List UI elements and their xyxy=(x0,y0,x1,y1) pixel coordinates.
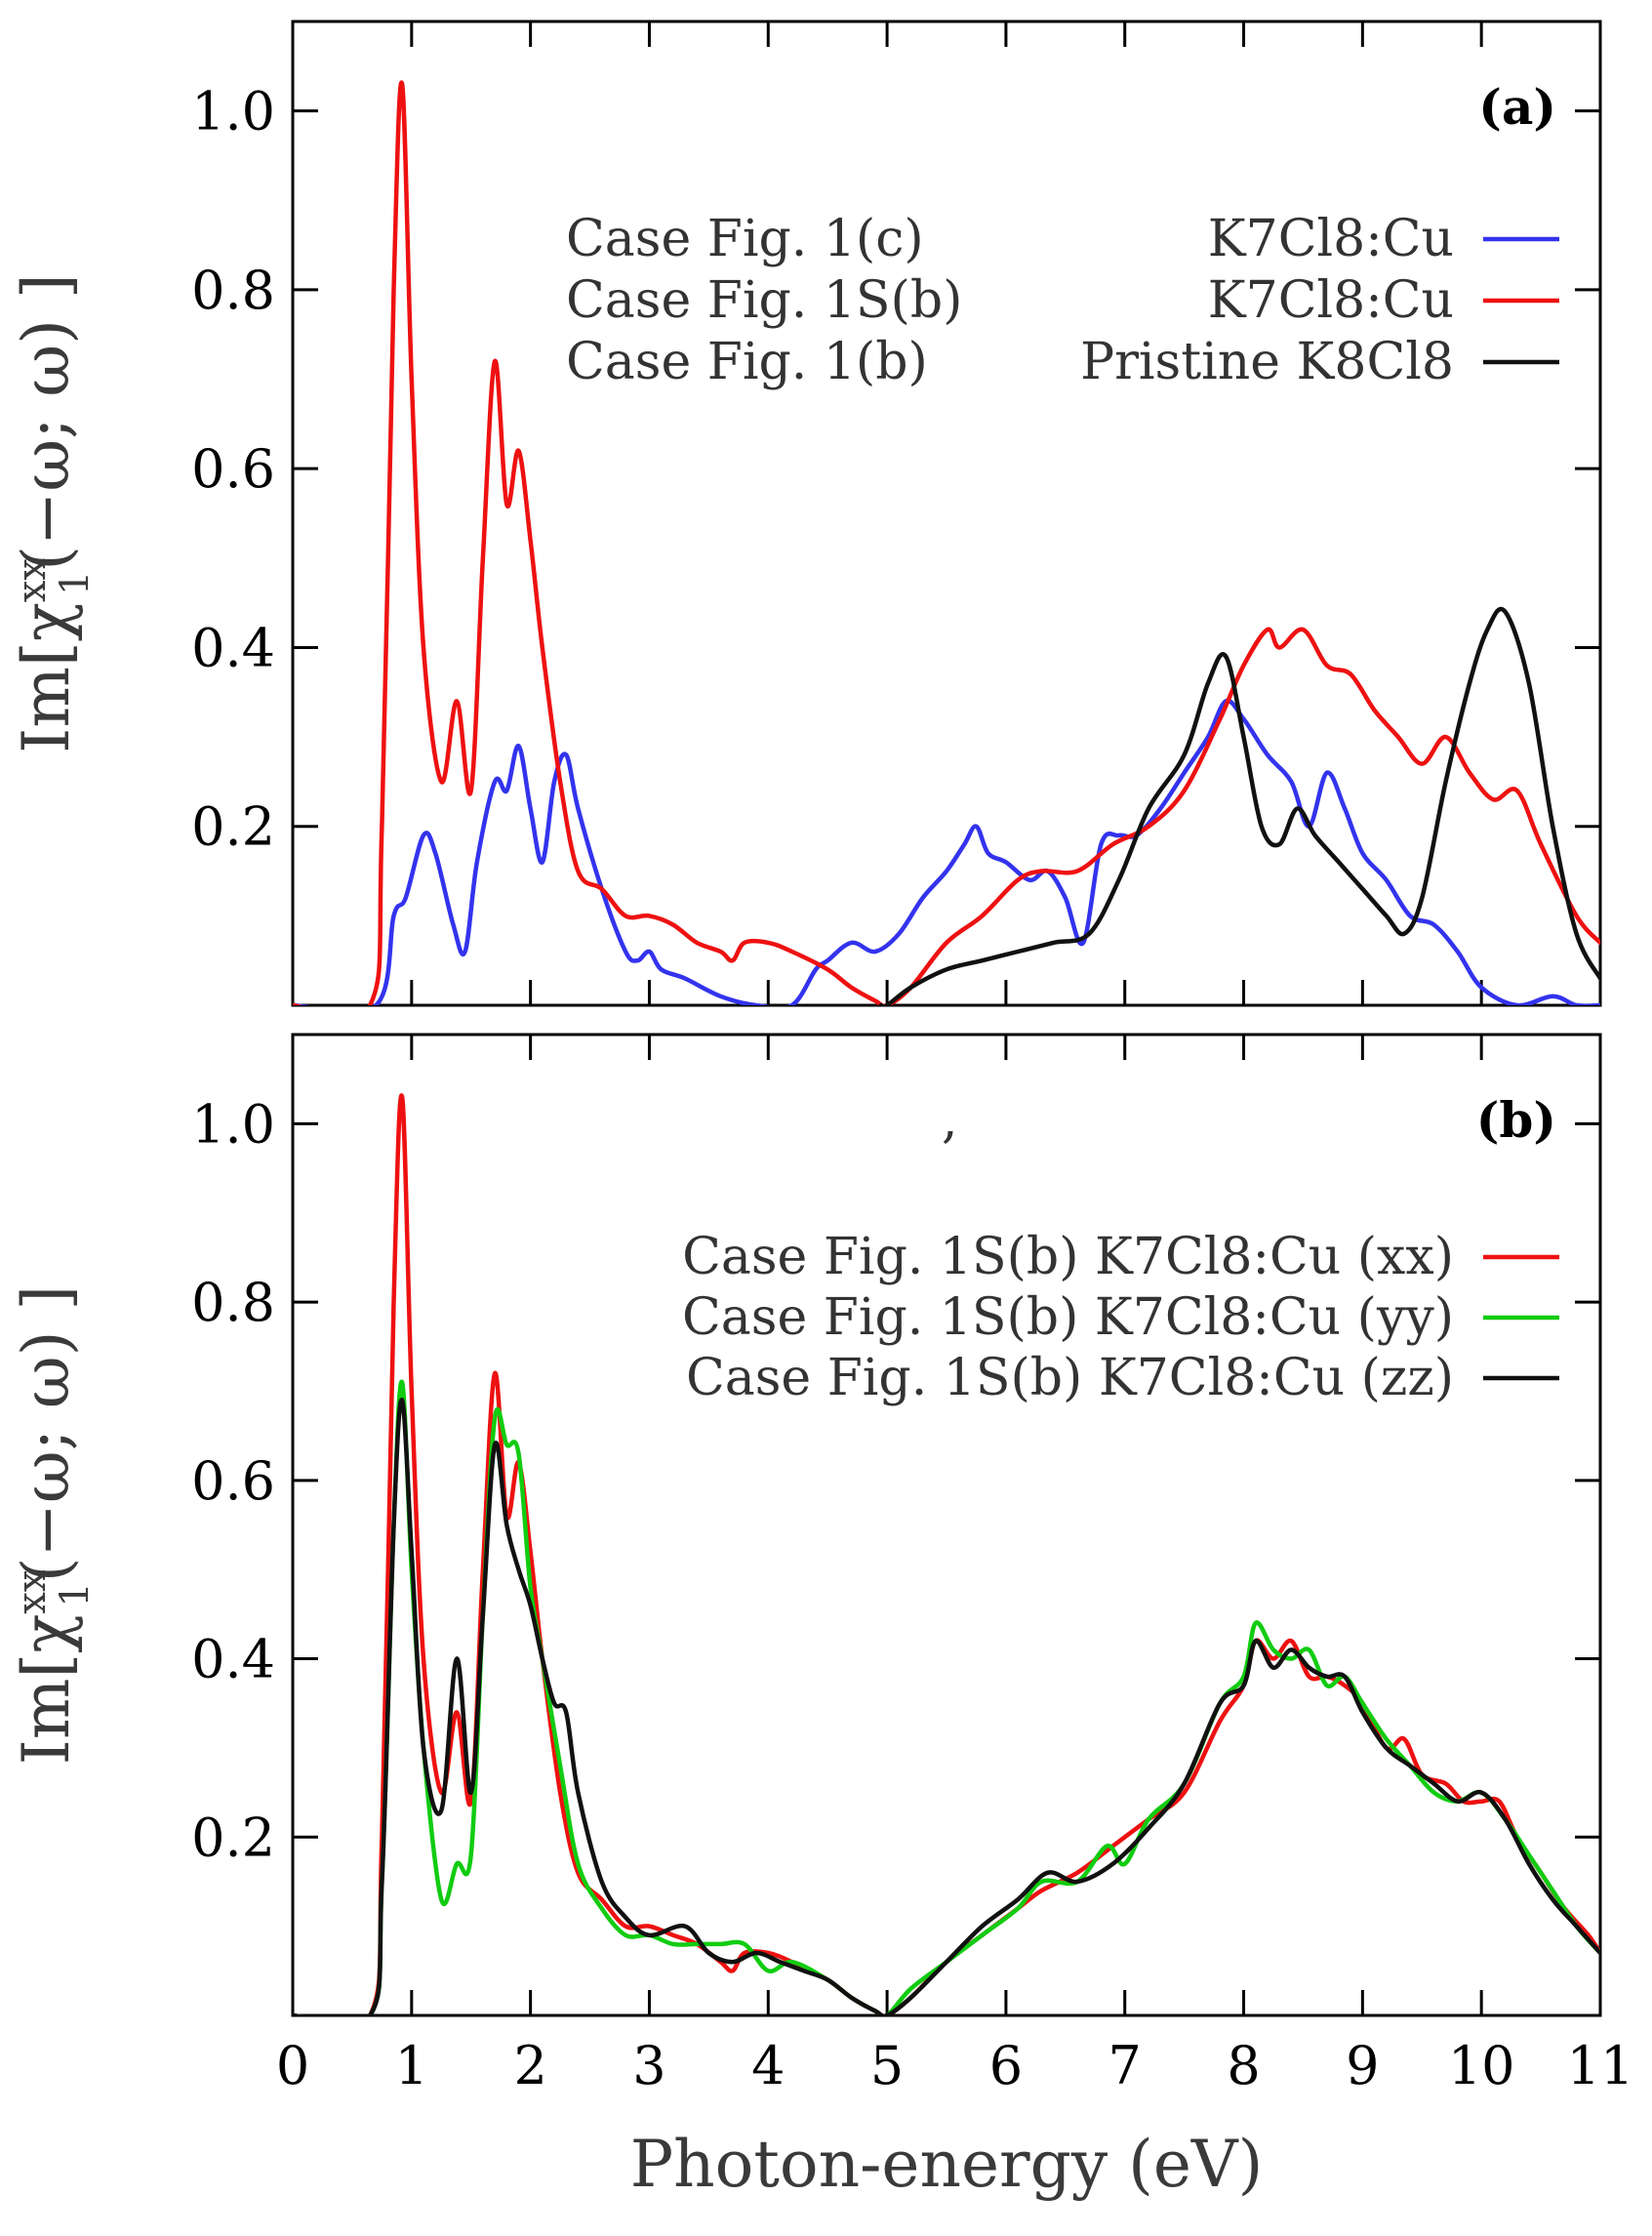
y-axis-title-main: Im[χ xyxy=(9,1614,84,1765)
x-tick-label: 11 xyxy=(1567,2035,1634,2096)
legend-material-1: K7Cl8:Cu xyxy=(1208,271,1454,330)
x-tick-label: 3 xyxy=(632,2035,665,2096)
legend-case-2: Case Fig. 1(b) xyxy=(566,333,928,391)
x-tick-label: 1 xyxy=(395,2035,428,2096)
x-tick-label: 7 xyxy=(1108,2035,1142,2096)
y-tick-label: 0.4 xyxy=(191,617,275,678)
panel-label: (b) xyxy=(1476,1091,1556,1149)
y-tick-label: 0.8 xyxy=(191,260,275,321)
x-tick-label: 5 xyxy=(870,2035,904,2096)
x-tick-label: 4 xyxy=(751,2035,785,2096)
x-axis-title: Photon-energy (eV) xyxy=(630,2127,1264,2202)
x-tick-label: 6 xyxy=(989,2035,1023,2096)
x-axis: 0 1 2 3 4 5 6 7 8 9 10 11 Photon-energy (eV) xyxy=(276,2035,1634,2202)
legend-entry-1: Case Fig. 1S(b) K7Cl8:Cu (yy) xyxy=(682,1288,1454,1347)
series-line-0 xyxy=(293,698,1600,1005)
stray-mark: , xyxy=(942,1091,958,1150)
x-tick-label: 8 xyxy=(1227,2035,1260,2096)
legend-material-2: Pristine K8Cl8 xyxy=(1080,333,1454,391)
y-axis-title-rest: (−ω; ω) ] xyxy=(9,273,84,570)
y-tick-label: 0.6 xyxy=(191,438,275,500)
series-line-2 xyxy=(878,606,1600,1005)
plot-frame xyxy=(291,1033,1602,2017)
legend-entry-2: Case Fig. 1S(b) K7Cl8:Cu (zz) xyxy=(686,1349,1454,1407)
y-tick-label: 0.8 xyxy=(191,1272,275,1333)
panel-a: 0.2 0.4 0.6 0.8 1.0 Im[χxx1(−ω; ω) ] (a) Case F… xyxy=(9,20,1602,1007)
y-axis-title-subscript: 1 xyxy=(53,1582,98,1606)
y-tick-label: 0.2 xyxy=(191,796,275,858)
x-tick-label: 9 xyxy=(1346,2035,1379,2096)
x-tick-label: 10 xyxy=(1448,2035,1515,2096)
y-axis-title-main: Im[χ xyxy=(9,602,84,752)
y-axis-title-subscript: 1 xyxy=(53,571,98,595)
panel-b: 0.2 0.4 0.6 0.8 1.0 Im[χxx1(−ω; ω) ] (b), Case … xyxy=(9,1033,1602,2017)
y-tick-label: 0.2 xyxy=(191,1807,275,1868)
y-tick-label: 0.4 xyxy=(191,1629,275,1690)
legend-case-0: Case Fig. 1(c) xyxy=(566,210,924,268)
x-tick-label: 0 xyxy=(276,2035,309,2096)
plot-frame xyxy=(291,20,1602,1007)
y-tick-label: 1.0 xyxy=(191,1093,275,1155)
y-axis-title-superscript: xx xyxy=(10,1569,55,1614)
y-axis-title: Im[χxx1(−ω; ω) ] xyxy=(9,1285,98,1765)
y-axis-title-superscript: xx xyxy=(10,558,55,603)
legend-material-0: K7Cl8:Cu xyxy=(1208,210,1454,268)
legend-case-1: Case Fig. 1S(b) xyxy=(566,271,962,330)
series-line-1 xyxy=(293,80,1600,1005)
y-axis-title: Im[χxx1(−ω; ω) ] xyxy=(9,273,98,752)
panel-label: (a) xyxy=(1478,78,1556,136)
legend-entry-0: Case Fig. 1S(b) K7Cl8:Cu (xx) xyxy=(682,1228,1454,1286)
x-tick-label: 2 xyxy=(513,2035,546,2096)
y-tick-label: 0.6 xyxy=(191,1450,275,1512)
y-tick-label: 1.0 xyxy=(191,81,275,142)
series-line-2 xyxy=(293,1398,1600,2015)
y-axis-title-rest: (−ω; ω) ] xyxy=(9,1285,84,1582)
